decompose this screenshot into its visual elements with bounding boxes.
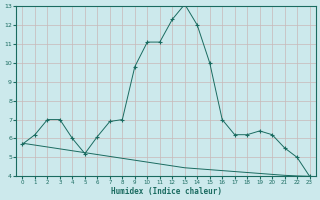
X-axis label: Humidex (Indice chaleur): Humidex (Indice chaleur) bbox=[110, 187, 221, 196]
